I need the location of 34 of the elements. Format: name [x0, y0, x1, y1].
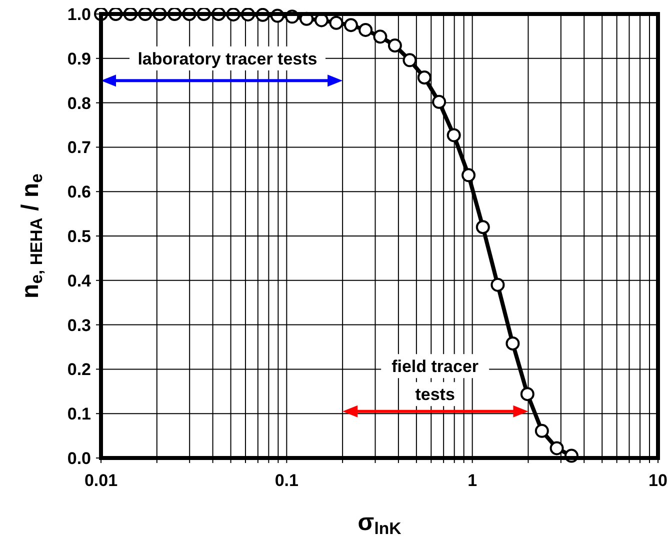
- point: [506, 336, 520, 350]
- y-tick-label: 1.0: [67, 4, 91, 24]
- y-tick-label: 0.8: [67, 94, 91, 113]
- point: [402, 53, 417, 68]
- point: [534, 424, 549, 438]
- annotation: laboratory tracer tests: [138, 49, 318, 68]
- point: [329, 16, 344, 30]
- x-tick-label: 1: [468, 471, 478, 490]
- x-axis-title: σ$_{lnK}$: [358, 509, 402, 538]
- point: [388, 38, 402, 53]
- y-tick-label: 0.9: [67, 49, 91, 68]
- y-tick-label: 0.1: [67, 404, 91, 424]
- y-tick-label: 0.5: [67, 226, 91, 246]
- point: [358, 22, 373, 37]
- point: [550, 441, 564, 456]
- x-tick-label: 10: [648, 471, 668, 490]
- y-tick-label: 0.0: [67, 448, 91, 468]
- point: [476, 220, 490, 234]
- point: [520, 387, 534, 402]
- y-tick-label: 0.3: [67, 316, 91, 335]
- point: [373, 30, 388, 44]
- y-tick-label: 0.4: [67, 271, 92, 290]
- x-tick-label: 0.01: [84, 471, 118, 490]
- point: [446, 128, 461, 142]
- y-tick-label: 0.2: [67, 360, 91, 380]
- point: [344, 18, 358, 32]
- point: [432, 94, 446, 109]
- y-tick-label: 0.6: [67, 182, 91, 202]
- y-tick-label: 0.7: [67, 138, 91, 158]
- point: [462, 168, 476, 182]
- x-tick-label: 0.1: [274, 471, 298, 490]
- annotation: field tracer tests: [392, 357, 479, 404]
- point: [490, 278, 505, 292]
- point: [417, 70, 432, 84]
